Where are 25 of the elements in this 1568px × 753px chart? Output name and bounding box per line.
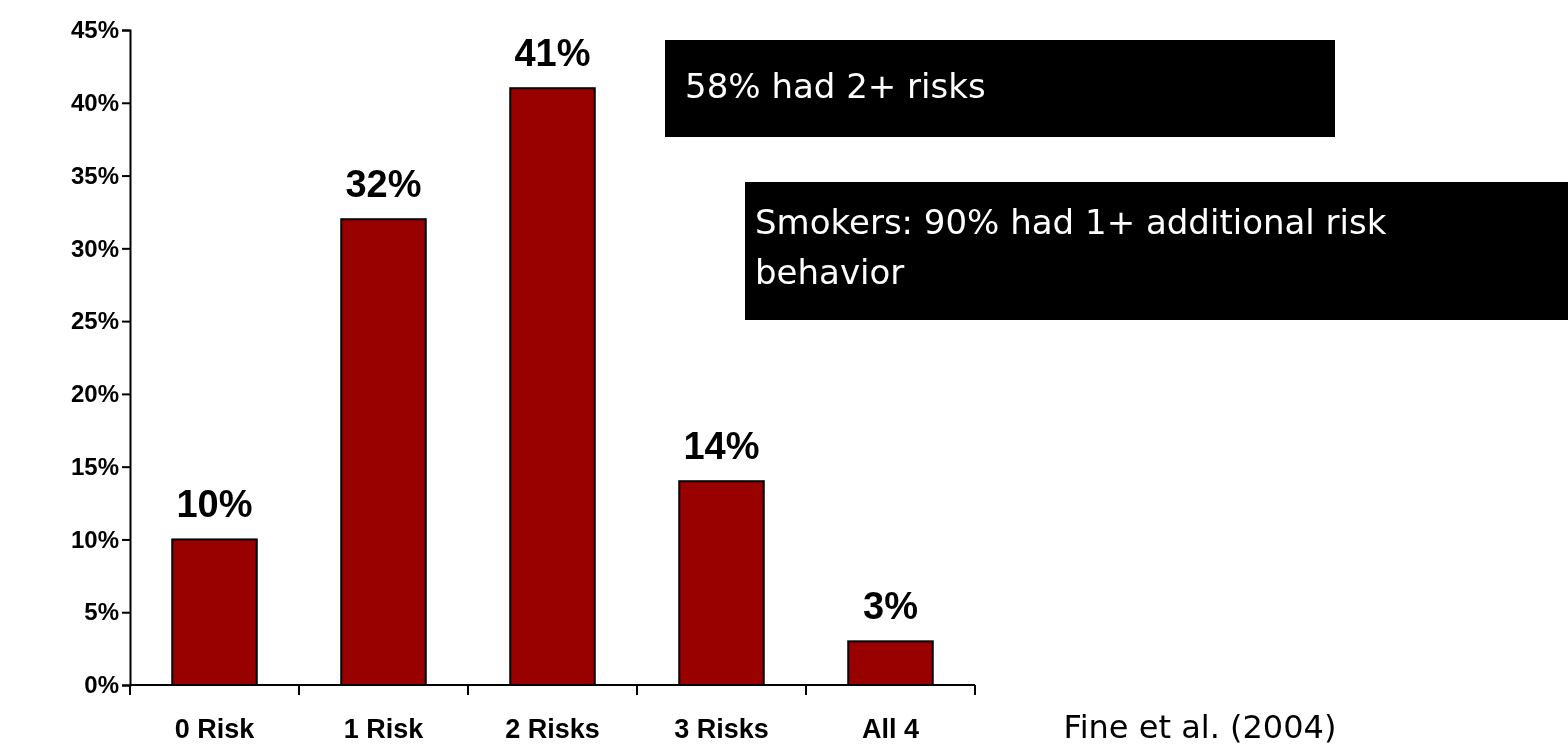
data-label: 32% [345, 163, 422, 206]
data-label: 14% [683, 425, 760, 468]
y-tick-label: 30% [70, 234, 119, 262]
data-label: 10% [176, 483, 253, 526]
text-box: Smokers: 90% had 1+ additional risk behavior [745, 182, 1568, 320]
y-tick-label: 5% [84, 598, 119, 626]
y-tick-label: 40% [70, 88, 119, 116]
data-label: 3% [863, 585, 918, 628]
y-tick-label: 25% [70, 307, 119, 335]
annotation: Smokers: 90% had 1+ additional risk behavior [755, 202, 1387, 292]
text-box: 58% had 2+ risks [665, 40, 1335, 137]
y-tick-label: 10% [70, 525, 119, 553]
x-tick-label: 3 Risks [674, 714, 769, 744]
y-tick-label: 0% [84, 671, 119, 699]
text: Fine et al. (2004) [1063, 708, 1337, 746]
x-tick-label: 1 Risk [343, 714, 425, 744]
data-label: 41% [514, 32, 591, 75]
annotation: 58% had 2+ risks [685, 66, 986, 106]
y-tick-label: 45% [70, 16, 119, 44]
x-tick-label: 2 Risks [505, 714, 600, 744]
y-tick-label: 15% [70, 452, 119, 480]
y-tick-label: 20% [70, 380, 119, 408]
x-tick-label: All 4 [861, 714, 920, 744]
x-tick-label: 0 Risk [174, 714, 256, 744]
y-tick-label: 35% [70, 161, 119, 189]
